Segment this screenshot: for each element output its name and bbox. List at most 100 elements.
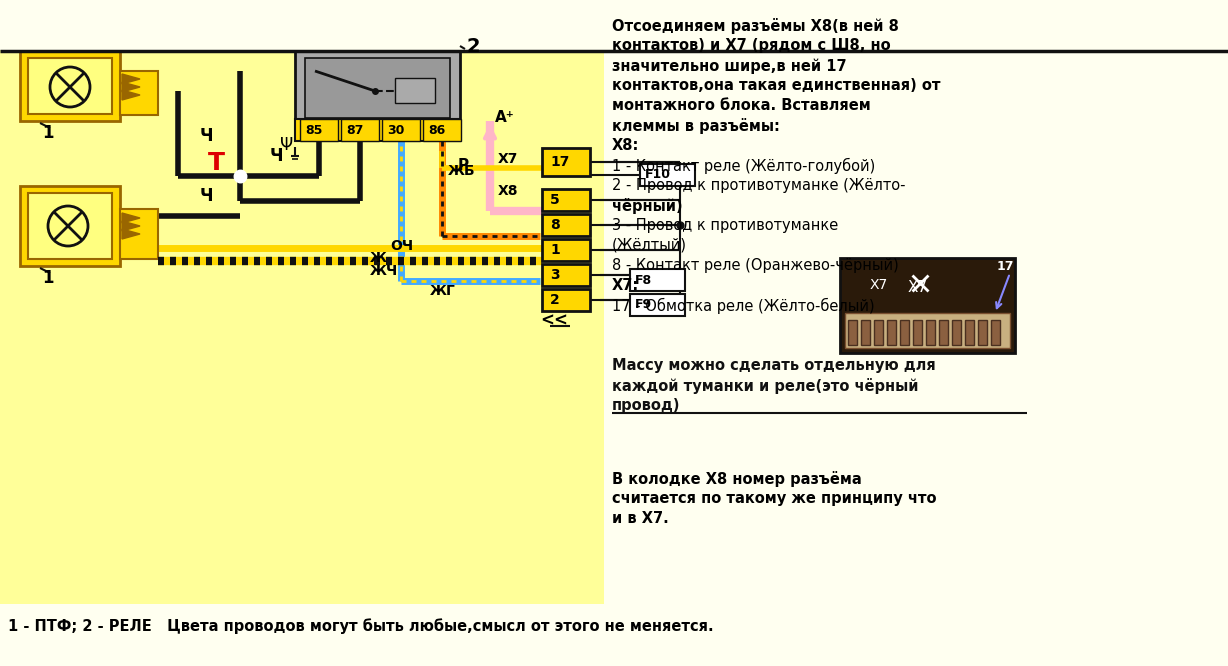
Bar: [542, 264, 589, 286]
Text: провод): провод): [612, 398, 680, 413]
Bar: [341, 119, 379, 141]
Bar: [965, 320, 974, 345]
Text: 2: 2: [467, 37, 480, 57]
Text: ЖБ: ЖБ: [448, 164, 475, 178]
Text: монтажного блока. Вставляем: монтажного блока. Вставляем: [612, 98, 871, 113]
Polygon shape: [122, 213, 140, 223]
Text: 3: 3: [550, 268, 560, 282]
Text: Х7:: Х7:: [612, 278, 640, 293]
Text: клеммы в разъёмы:: клеммы в разъёмы:: [612, 118, 780, 134]
Bar: [295, 119, 460, 141]
Text: 1 - Контакт реле (Жёлто-голубой): 1 - Контакт реле (Жёлто-голубой): [612, 158, 876, 174]
Text: Х8: Х8: [499, 184, 518, 198]
Text: 17: 17: [550, 155, 570, 169]
Text: 17 - Обмотка реле (Жёлто-белый): 17 - Обмотка реле (Жёлто-белый): [612, 298, 874, 314]
Text: (Жёлтый): (Жёлтый): [612, 238, 686, 253]
Bar: [542, 148, 589, 176]
Bar: [977, 320, 987, 345]
Bar: [887, 320, 896, 345]
Bar: [912, 320, 922, 345]
Bar: [840, 258, 1016, 353]
Text: контактов) и Х7 (рядом с Ш8, но: контактов) и Х7 (рядом с Ш8, но: [612, 38, 890, 53]
Bar: [991, 320, 1000, 345]
Text: 1: 1: [42, 269, 54, 287]
Bar: [900, 320, 909, 345]
Bar: [845, 313, 1009, 348]
Text: 17: 17: [997, 260, 1014, 272]
Bar: [382, 119, 420, 141]
Text: Массу можно сделать отдельную для: Массу можно сделать отдельную для: [612, 358, 936, 373]
Bar: [952, 320, 962, 345]
Text: значительно шире,в ней 17: значительно шире,в ней 17: [612, 58, 846, 73]
Text: и в Х7.: и в Х7.: [612, 511, 669, 526]
Polygon shape: [122, 90, 140, 100]
Polygon shape: [122, 74, 140, 84]
Text: Отсоединяем разъёмы Х8(в ней 8: Отсоединяем разъёмы Х8(в ней 8: [612, 18, 899, 34]
Bar: [305, 58, 449, 118]
Text: ОЧ: ОЧ: [391, 239, 413, 253]
Text: Ψ: Ψ: [280, 136, 293, 154]
Bar: [604, 50, 1228, 604]
Bar: [120, 71, 158, 115]
Text: Х8:: Х8:: [612, 138, 640, 153]
Bar: [926, 320, 935, 345]
Bar: [542, 239, 589, 261]
Text: F9: F9: [635, 298, 652, 312]
Bar: [542, 289, 589, 311]
Text: Ч: Ч: [270, 147, 284, 165]
Bar: [0, 604, 604, 666]
Bar: [120, 209, 158, 259]
Text: Ч: Ч: [200, 127, 214, 145]
Bar: [28, 193, 112, 259]
Text: 1 - ПТФ; 2 - РЕЛЕ   Цвета проводов могут быть любые,смысл от этого не меняется.: 1 - ПТФ; 2 - РЕЛЕ Цвета проводов могут б…: [9, 618, 713, 634]
Bar: [28, 58, 112, 114]
Text: 8: 8: [550, 218, 560, 232]
Text: Ч: Ч: [200, 187, 214, 205]
Text: Т: Т: [208, 151, 225, 175]
Bar: [849, 320, 857, 345]
Text: 1: 1: [550, 243, 560, 257]
Text: F8: F8: [635, 274, 652, 286]
Text: 3 - Провод к противотуманке: 3 - Провод к противотуманке: [612, 218, 839, 233]
Bar: [542, 189, 589, 211]
Text: 87: 87: [346, 123, 363, 137]
Bar: [630, 294, 685, 316]
Bar: [422, 119, 460, 141]
Text: ЖЧ: ЖЧ: [370, 264, 398, 278]
Text: 30: 30: [387, 123, 404, 137]
Bar: [542, 214, 589, 236]
Text: 1: 1: [42, 124, 54, 142]
Bar: [300, 119, 338, 141]
Text: 8 - Контакт реле (Оранжево-чёрный): 8 - Контакт реле (Оранжево-чёрный): [612, 258, 899, 273]
Polygon shape: [122, 221, 140, 231]
Bar: [939, 320, 948, 345]
Text: A⁺: A⁺: [495, 111, 515, 125]
Text: Х7: Х7: [499, 152, 518, 166]
Bar: [20, 186, 120, 266]
Bar: [0, 50, 604, 604]
Polygon shape: [122, 229, 140, 239]
Text: F10: F10: [645, 168, 670, 182]
Bar: [874, 320, 883, 345]
Text: 2 - Провод к противотуманке (Жёлто-: 2 - Провод к противотуманке (Жёлто-: [612, 178, 905, 193]
Text: 2: 2: [550, 293, 560, 307]
Text: X7: X7: [869, 278, 888, 292]
Text: В колодке Х8 номер разъёма: В колодке Х8 номер разъёма: [612, 471, 862, 487]
Bar: [295, 51, 460, 126]
Bar: [640, 164, 695, 186]
Text: 86: 86: [429, 123, 446, 137]
Text: чёрный): чёрный): [612, 198, 683, 214]
Bar: [630, 269, 685, 291]
Text: Ж: Ж: [370, 251, 387, 265]
Text: считается по такому же принципу что: считается по такому же принципу что: [612, 491, 937, 506]
Text: <<: <<: [540, 312, 569, 330]
Bar: [861, 320, 869, 345]
Text: контактов,она такая единственная) от: контактов,она такая единственная) от: [612, 78, 941, 93]
Text: P: P: [458, 159, 469, 174]
Text: ЖГ: ЖГ: [430, 284, 456, 298]
Text: каждой туманки и реле(это чёрный: каждой туманки и реле(это чёрный: [612, 378, 919, 394]
Text: 5: 5: [550, 193, 560, 207]
Bar: [20, 51, 120, 121]
Polygon shape: [122, 82, 140, 92]
Text: 85: 85: [305, 123, 323, 137]
